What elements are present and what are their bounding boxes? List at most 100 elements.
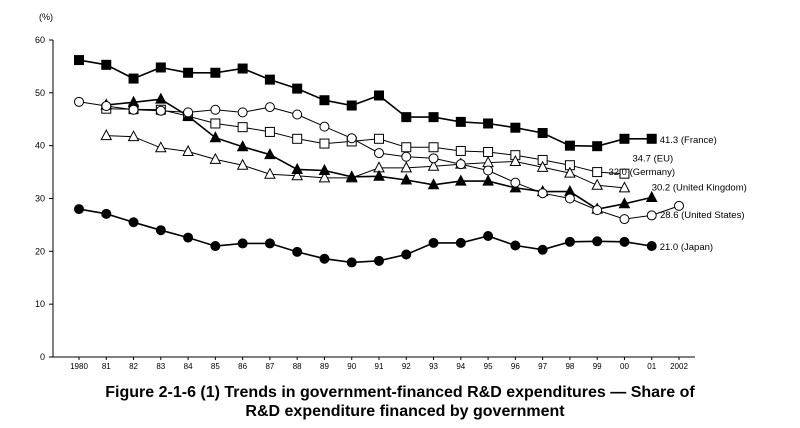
france-point [210,67,221,78]
series-line-france [78,59,652,148]
france-point [483,118,494,129]
end-label-france: 41.3 (France) [660,135,717,146]
united-kingdom-point [236,140,249,152]
united-kingdom-point [154,92,167,104]
series-germany [100,129,631,193]
series-layer [74,55,684,268]
france-point [319,95,330,106]
france-point [619,133,630,144]
united-states-point [264,102,275,113]
eu-point [428,142,439,153]
series-united-kingdom [100,92,658,214]
united-kingdom-point [345,170,358,182]
france-point [101,59,112,70]
eu-point [237,122,248,133]
y-tick-label: 0 [40,352,45,362]
united-kingdom-point [264,148,276,160]
eu-point [483,147,494,158]
figure-caption-line1: Figure 2-1-6 (1) Trends in government-fi… [105,384,695,401]
japan-point [183,232,194,243]
japan-point [564,236,575,247]
eu-point [592,167,603,178]
united-states-point [564,193,575,204]
y-tick-label: 30 [35,194,45,204]
united-kingdom-point [291,162,304,174]
japan-point [483,231,494,242]
japan-point [592,236,603,247]
x-tick-label: 91 [375,362,384,371]
united-states-point [592,205,603,216]
germany-point [564,166,576,178]
x-tick-label: 81 [102,362,111,371]
end-label-japan: 21.0 (Japan) [660,242,713,253]
france-point [183,67,194,78]
x-tick-label: 01 [647,362,656,371]
germany-point [591,178,604,190]
united-states-point [483,165,494,176]
united-states-point [537,188,548,199]
series-line-united-states [78,101,680,220]
series-united-states [74,96,684,225]
japan-point [646,241,657,252]
france-point [237,63,248,74]
germany-point [318,171,331,183]
japan-point [264,238,275,249]
series-eu [101,103,630,179]
united-kingdom-point [645,190,658,202]
united-states-point [619,214,630,225]
x-tick-label: 94 [456,362,465,371]
x-tick-label: 97 [538,362,547,371]
united-states-point [210,104,221,115]
japan-point [237,238,248,249]
japan-point [374,255,384,266]
germany-point [182,144,194,156]
united-states-point [646,210,657,221]
japan-point [537,244,548,255]
germany-point [618,181,631,193]
united-states-point [74,96,84,107]
x-tick-label: 83 [156,362,165,371]
japan-point [155,225,166,236]
united-kingdom-point [618,197,631,209]
x-tick-label: 85 [211,362,220,371]
france-point [155,62,166,73]
x-tick-label: 90 [347,362,356,371]
france-point [537,127,548,138]
france-point [401,112,412,123]
series-line-germany [106,135,625,189]
japan-point [428,237,439,248]
y-tick-label: 10 [35,299,45,309]
japan-point [74,204,84,215]
x-tick-label: 2002 [670,362,688,371]
japan-point [292,246,303,257]
eu-point [455,145,466,156]
eu-point [401,142,412,153]
germany-point [127,130,140,142]
united-states-point [346,133,357,144]
y-tick-label: 40 [35,141,45,151]
japan-point [210,241,221,252]
eu-point [319,138,330,149]
france-point [646,133,657,144]
united-states-point [101,101,112,112]
united-states-point [183,107,194,118]
united-kingdom-point [482,174,494,186]
japan-point [455,237,466,248]
eu-point [210,118,221,129]
united-states-point [674,200,684,211]
france-point [292,83,303,94]
end-label-united-kingdom: 30.2 (United Kingdom) [652,182,747,193]
series-line-japan [78,208,652,264]
japan-point [346,257,357,268]
france-point [510,122,521,133]
x-tick-label: 92 [402,362,411,371]
germany-point [236,158,249,170]
france-point [374,90,384,101]
x-tick-label: 88 [293,362,302,371]
germany-point [482,155,494,168]
x-tick-label: 84 [184,362,193,371]
france-point [428,112,439,123]
united-kingdom-point [318,163,331,175]
united-states-point [128,104,139,115]
